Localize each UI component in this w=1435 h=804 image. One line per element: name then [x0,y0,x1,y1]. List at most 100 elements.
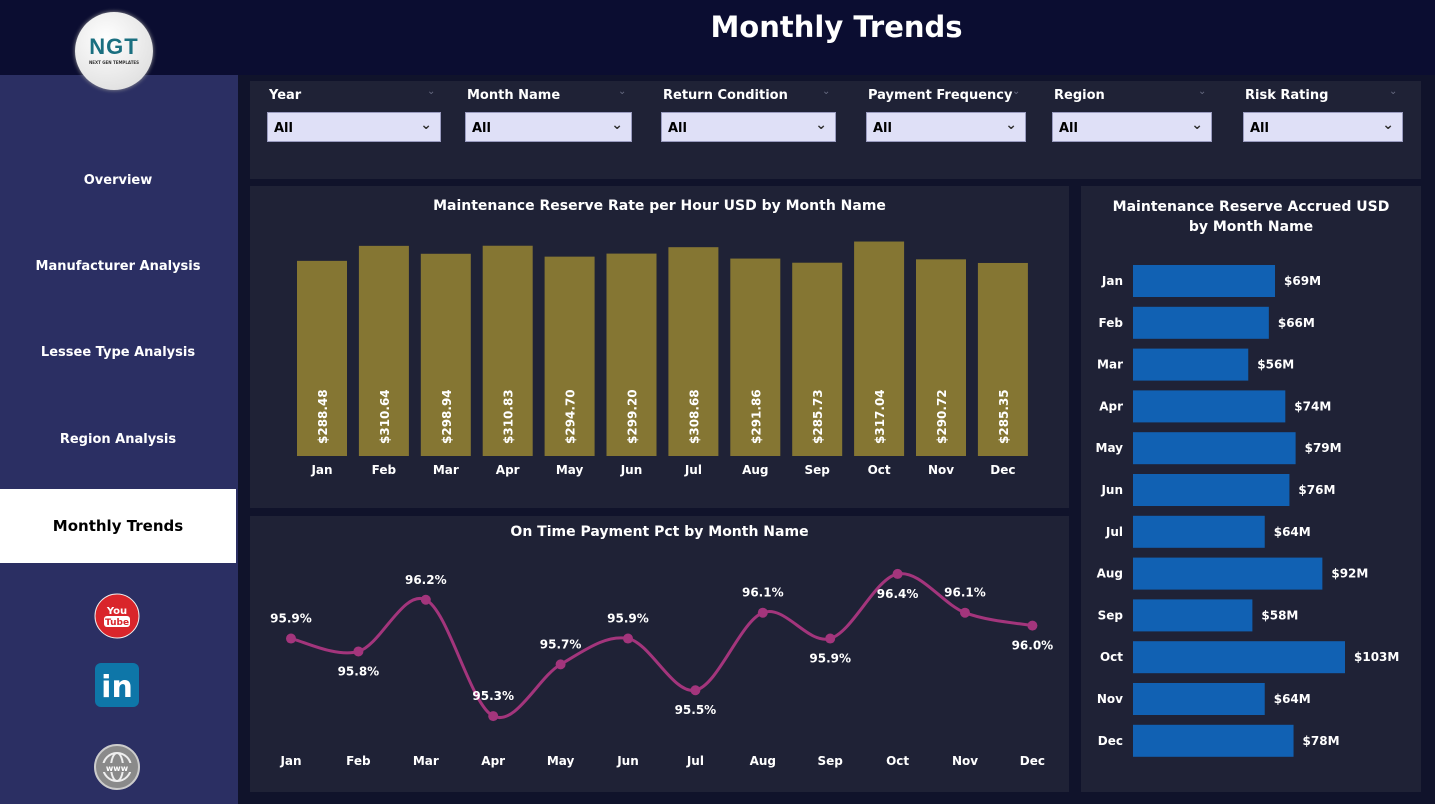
filter-dropdown[interactable]: All ⌄ [661,112,836,142]
accrued-chart-title: Maintenance Reserve Accrued USD by Month… [1112,199,1390,235]
payment-chart-panel [250,516,1069,792]
filter-expand-icon[interactable]: ⌄ [1012,86,1021,97]
bar [1133,306,1269,339]
bar [977,262,1028,456]
data-point [690,685,701,696]
payment-line-chart: 95.9% Jan 95.8% Feb 96.2% Mar 95.3% Apr 95.7% May… [270,568,1053,768]
y-tick-label: Aug [1097,567,1123,581]
filter-label: Region [1054,88,1105,103]
nav-region-analysis[interactable]: Region Analysis [59,432,177,447]
x-tick-label: Aug [750,754,776,768]
x-tick-label: May [547,754,575,768]
bar [1133,724,1294,757]
data-label: $308.68 [687,389,701,444]
linkedin-icon[interactable]: in [94,662,140,708]
filter-expand-icon[interactable]: ⌄ [1389,86,1398,97]
globe-icon[interactable]: www [94,744,140,790]
chevron-down-icon: ⌄ [611,117,623,133]
bar [1133,557,1323,590]
y-tick-label: Dec [1098,734,1123,748]
y-tick-label: Mar [1097,358,1123,372]
filter-expand-icon[interactable]: ⌄ [822,86,831,97]
x-tick-label: Jul [684,463,702,477]
data-label: $58M [1261,608,1298,622]
x-tick-label: Feb [372,463,397,477]
filter-dropdown[interactable]: All ⌄ [465,112,632,142]
data-label: $288.48 [316,389,330,444]
logo-text: NGT [89,34,139,59]
data-label: 95.5% [675,703,717,717]
nav-overview[interactable]: Overview [83,173,153,188]
bar [1133,390,1286,423]
data-label: $294.70 [564,389,578,444]
y-tick-label: May [1096,441,1124,455]
filter-label: Year [269,88,302,103]
filter-dropdown[interactable]: All ⌄ [267,112,441,142]
svg-text:Tube: Tube [105,618,129,628]
nav-monthly-trends[interactable]: Monthly Trends [0,489,236,563]
filter-expand-icon[interactable]: ⌄ [1198,86,1207,97]
data-label: $103M [1354,650,1399,664]
data-point [1027,620,1038,631]
bar [297,260,347,456]
data-label: 95.9% [270,612,312,626]
chevron-down-icon: ⌄ [1382,117,1394,133]
bar [1133,432,1296,465]
bar [668,247,719,456]
data-label: 95.3% [472,689,514,703]
x-tick-label: Feb [346,754,371,768]
bar [482,245,533,456]
bar [1133,474,1290,506]
data-label: $310.83 [502,389,516,444]
filter-dropdown[interactable]: All ⌄ [866,112,1026,142]
payment-chart-title: On Time Payment Pct by Month Name [510,524,809,540]
filter-expand-icon[interactable]: ⌄ [427,86,436,97]
data-label: $285.73 [811,389,825,444]
y-tick-label: Jul [1105,525,1123,539]
x-tick-label: Dec [1020,754,1045,768]
bar [606,253,657,456]
x-tick-label: Jan [310,463,332,477]
data-label: $298.94 [440,389,454,444]
bar [1133,641,1345,674]
bar [1133,515,1265,548]
x-tick-label: Apr [481,754,505,768]
x-tick-label: Mar [413,754,439,768]
x-tick-label: Dec [990,463,1015,477]
filter-value: All [668,121,687,136]
bar [916,259,966,456]
data-label: $66M [1278,316,1315,330]
data-point [825,633,836,644]
svg-text:You: You [106,606,127,617]
filter-label: Month Name [467,88,561,103]
filter-value: All [1250,121,1269,136]
line-series [290,572,1033,720]
y-tick-label: Nov [1097,692,1123,706]
bar [358,245,409,456]
x-tick-label: Sep [805,463,831,477]
bar [1133,348,1249,381]
bar [1133,599,1253,632]
data-label: $56M [1257,358,1294,372]
data-label: $310.64 [378,389,392,444]
data-label: $64M [1274,692,1311,706]
accrued-bar-chart: Jan $69M Feb $66M Mar $56M Apr $74M May $79M Jun $7… [1096,265,1399,757]
filter-dropdown[interactable]: All ⌄ [1243,112,1403,142]
logo-subtext: NEXT GEN TEMPLATES [88,60,140,65]
data-label: $76M [1298,483,1335,497]
data-label: $317.04 [873,389,887,444]
rate-chart-title: Maintenance Reserve Rate per Hour USD by… [433,198,886,214]
filter-dropdown[interactable]: All ⌄ [1052,112,1212,142]
bar [792,262,843,456]
data-label: $291.86 [749,389,763,444]
nav-manufacturer-analysis[interactable]: Manufacturer Analysis [35,259,201,274]
data-label: 95.7% [540,637,582,651]
filter-expand-icon[interactable]: ⌄ [618,86,627,97]
data-label: $64M [1274,525,1311,539]
chevron-down-icon: ⌄ [1191,117,1203,133]
nav-lessee-type-analysis[interactable]: Lessee Type Analysis [40,345,196,360]
filter-value: All [1059,121,1078,136]
svg-text:www: www [106,764,129,773]
data-point [353,646,364,657]
